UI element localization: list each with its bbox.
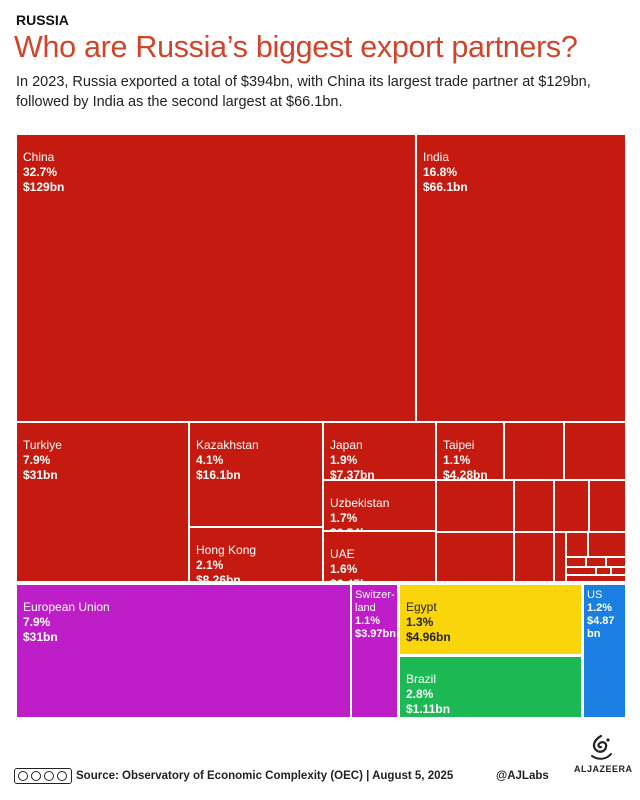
treemap-cell-minor xyxy=(564,422,626,480)
brand: ALJAZEERA xyxy=(574,734,633,774)
treemap-cell-minor xyxy=(566,567,596,575)
aljazeera-logo-icon xyxy=(591,734,612,760)
cell-pct: 7.9% xyxy=(23,615,51,629)
cell-val: $31bn xyxy=(23,630,58,644)
cell-name: Japan xyxy=(330,438,363,452)
treemap-cell-kazakhstan: Kazakhstan 4.1% $16.1bn xyxy=(189,422,323,527)
treemap-cell-minor xyxy=(566,532,588,557)
brand-wordmark: ALJAZEERA xyxy=(574,764,633,774)
cell-pct: 1.2% xyxy=(587,602,613,614)
treemap-cell-turkiye: Turkiye 7.9% $31bn xyxy=(16,422,189,582)
cell-pct: 1.6% xyxy=(330,562,358,576)
chart-title: Who are Russia’s biggest export partners… xyxy=(14,30,578,64)
cell-name: US xyxy=(587,589,603,601)
treemap-label: Switzer- land 1.1% $3.97bn xyxy=(355,589,396,641)
treemap-cell-egypt: Egypt 1.3% $4.96bn xyxy=(399,584,583,656)
credit: @AJLabs xyxy=(496,770,549,782)
treemap-chart: China 32.7% $129bn India 16.8% $66.1bn Turkiye… xyxy=(16,134,626,718)
cell-val: $1.11bn xyxy=(406,702,451,716)
treemap-label: Japan 1.9% $7.37bn xyxy=(330,438,375,483)
treemap-cell-taipei: Taipei 1.1% $4.28bn xyxy=(436,422,504,483)
treemap-cell-minor xyxy=(514,532,554,582)
treemap-cell-minor xyxy=(566,575,626,582)
cell-name: Brazil xyxy=(406,672,437,686)
treemap-label: Egypt 1.3% $4.96bn xyxy=(406,600,451,645)
region-separator xyxy=(397,584,400,718)
treemap-cell-japan: Japan 1.9% $7.37bn xyxy=(323,422,436,483)
treemap-cell-minor xyxy=(596,567,611,575)
treemap-label: Turkiye 7.9% $31bn xyxy=(23,438,62,483)
treemap-label: Brazil 2.8% $1.11bn xyxy=(406,672,450,717)
cell-val: $16.1bn xyxy=(196,468,241,482)
treemap-cell-minor xyxy=(554,480,589,532)
cell-pct: 1.3% xyxy=(406,615,434,629)
cell-pct: 7.9% xyxy=(23,453,51,467)
cell-val: $129bn xyxy=(23,180,65,194)
cell-pct: 1.7% xyxy=(330,511,358,525)
treemap-cell-minor xyxy=(504,422,564,480)
chart-subtitle: In 2023, Russia exported a total of $394… xyxy=(16,74,591,110)
cell-name: Turkiye xyxy=(23,438,62,452)
cell-name: China xyxy=(23,150,55,164)
treemap-label: US 1.2% $4.87 bn xyxy=(587,589,615,641)
treemap-label: China 32.7% $129bn xyxy=(23,150,64,195)
cell-name: Switzer- land xyxy=(355,589,395,614)
treemap-label: Kazakhstan 4.1% $16.1bn xyxy=(196,438,259,483)
treemap-label: India 16.8% $66.1bn xyxy=(423,150,468,195)
kicker: RUSSIA xyxy=(16,12,69,28)
treemap-cell-minor xyxy=(436,532,514,582)
region-separator xyxy=(399,654,583,657)
cell-pct: 1.1% xyxy=(355,615,381,627)
treemap-cell-eu: European Union 7.9% $31bn xyxy=(16,584,351,718)
cell-name: Kazakhstan xyxy=(196,438,259,452)
cell-pct: 2.8% xyxy=(406,687,434,701)
treemap-cell-brazil: Brazil 2.8% $1.11bn xyxy=(399,656,583,718)
cell-name: European Union xyxy=(23,600,110,614)
cc-by-nc-sa-icon xyxy=(14,768,72,784)
treemap-label: European Union 7.9% $31bn xyxy=(23,600,110,645)
treemap-cell-switzerland: Switzer- land 1.1% $3.97bn xyxy=(351,584,399,718)
treemap-cell-minor xyxy=(611,567,626,575)
region-separator xyxy=(581,584,584,718)
cell-pct: 2.1% xyxy=(196,558,224,572)
cell-name: India xyxy=(423,150,450,164)
treemap-cell-minor xyxy=(588,532,626,557)
treemap-cell-minor xyxy=(606,557,626,567)
treemap-cell-minor xyxy=(589,480,626,532)
cell-pct: 1.1% xyxy=(443,453,471,467)
region-separator xyxy=(16,582,626,585)
cell-val: $4.96bn xyxy=(406,630,451,644)
cell-pct: 1.9% xyxy=(330,453,358,467)
treemap-cell-minor xyxy=(514,480,554,532)
cell-pct: 16.8% xyxy=(423,165,458,179)
treemap-cell-minor xyxy=(586,557,606,567)
cell-pct: 32.7% xyxy=(23,165,58,179)
treemap-cell-minor xyxy=(554,532,566,582)
cell-name: Taipei xyxy=(443,438,475,452)
cell-name: Egypt xyxy=(406,600,437,614)
treemap-cell-us: US 1.2% $4.87 bn xyxy=(583,584,626,718)
footer: Source: Observatory of Economic Complexi… xyxy=(0,734,640,800)
treemap-cell-minor xyxy=(566,557,586,567)
treemap-cell-india: India 16.8% $66.1bn xyxy=(416,134,626,422)
cell-val: $31bn xyxy=(23,468,58,482)
treemap-cell-china: China 32.7% $129bn xyxy=(16,134,416,422)
treemap-cell-hongkong: Hong Kong 2.1% $8.26bn xyxy=(189,527,323,587)
cell-val: $3.97bn xyxy=(355,628,396,640)
cell-name: Hong Kong xyxy=(196,543,257,557)
cell-name: UAE xyxy=(330,547,355,561)
cell-val: $4.87 bn xyxy=(587,615,615,640)
cell-val: $66.1bn xyxy=(423,180,468,194)
cell-val: $4.28bn xyxy=(443,468,488,482)
cell-pct: 4.1% xyxy=(196,453,224,467)
cell-val: $7.37bn xyxy=(330,468,375,482)
treemap-cell-minor xyxy=(436,480,514,532)
treemap-label: Taipei 1.1% $4.28bn xyxy=(443,438,488,483)
cell-name: Uzbekistan xyxy=(330,496,390,510)
source-note: Source: Observatory of Economic Complexi… xyxy=(76,770,454,782)
